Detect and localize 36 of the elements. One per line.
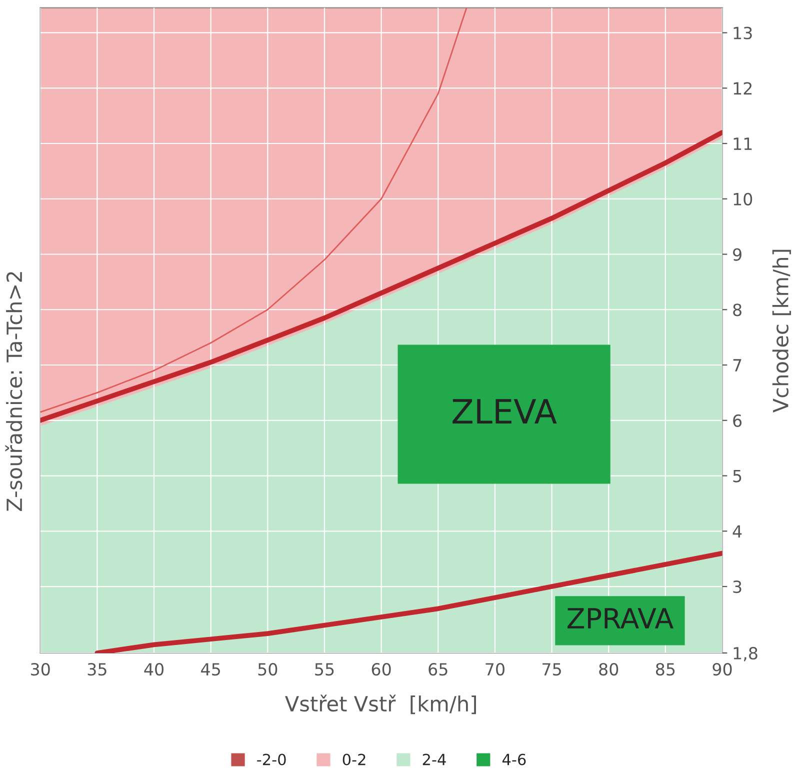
x-tick-label: 85: [656, 662, 675, 676]
y-tick-label: 6: [733, 414, 742, 427]
line-series: [94, 550, 722, 653]
y-tick-label: 13: [734, 26, 752, 40]
legend-label: 4-6: [502, 754, 526, 766]
x-tick-label: 50: [258, 662, 278, 676]
y-tick-label: 11: [734, 138, 752, 150]
x-tick-label: 45: [201, 663, 220, 676]
y-tick-label: 10: [734, 192, 752, 206]
legend-label: -2-0: [257, 754, 286, 766]
x-tick-label: 55: [315, 663, 334, 676]
annotation: ZPRAVA: [568, 608, 674, 628]
legend-label: 2-4: [422, 754, 446, 766]
x-axis-title: Vstřet Vstř [km/h]: [285, 694, 476, 714]
text: Z-souřadnice: Ta-Tch>2: [5, 272, 22, 512]
legend-label: 0-2: [342, 754, 366, 766]
x-tick-label: 35: [88, 662, 106, 676]
x-tick-label: 75: [542, 663, 561, 676]
y-tick-label: 5: [733, 470, 742, 482]
x-tick-label: 60: [372, 662, 391, 676]
annotation: ZLEVA: [452, 399, 557, 424]
x-tick-label: 90: [712, 662, 732, 676]
y-tick-label: 12: [734, 82, 752, 94]
y-tick-label: 4: [732, 525, 742, 538]
x-tick-label: 80: [599, 662, 618, 676]
x-tick-label: 65: [428, 662, 448, 676]
line-series: [40, 130, 722, 423]
y-tick-label: 1,8: [734, 646, 758, 662]
x-tick-label: 70: [486, 662, 504, 676]
y-tick-label: 9: [733, 248, 742, 261]
y-tick-label: 3: [733, 580, 742, 594]
y-tick-label: 7: [733, 359, 742, 372]
x-tick-label: 30: [31, 662, 50, 676]
y-axis-title: Vchodec [km/h]: [772, 250, 791, 413]
y-tick-label: 8: [733, 304, 742, 316]
x-tick-label: 40: [144, 662, 164, 676]
